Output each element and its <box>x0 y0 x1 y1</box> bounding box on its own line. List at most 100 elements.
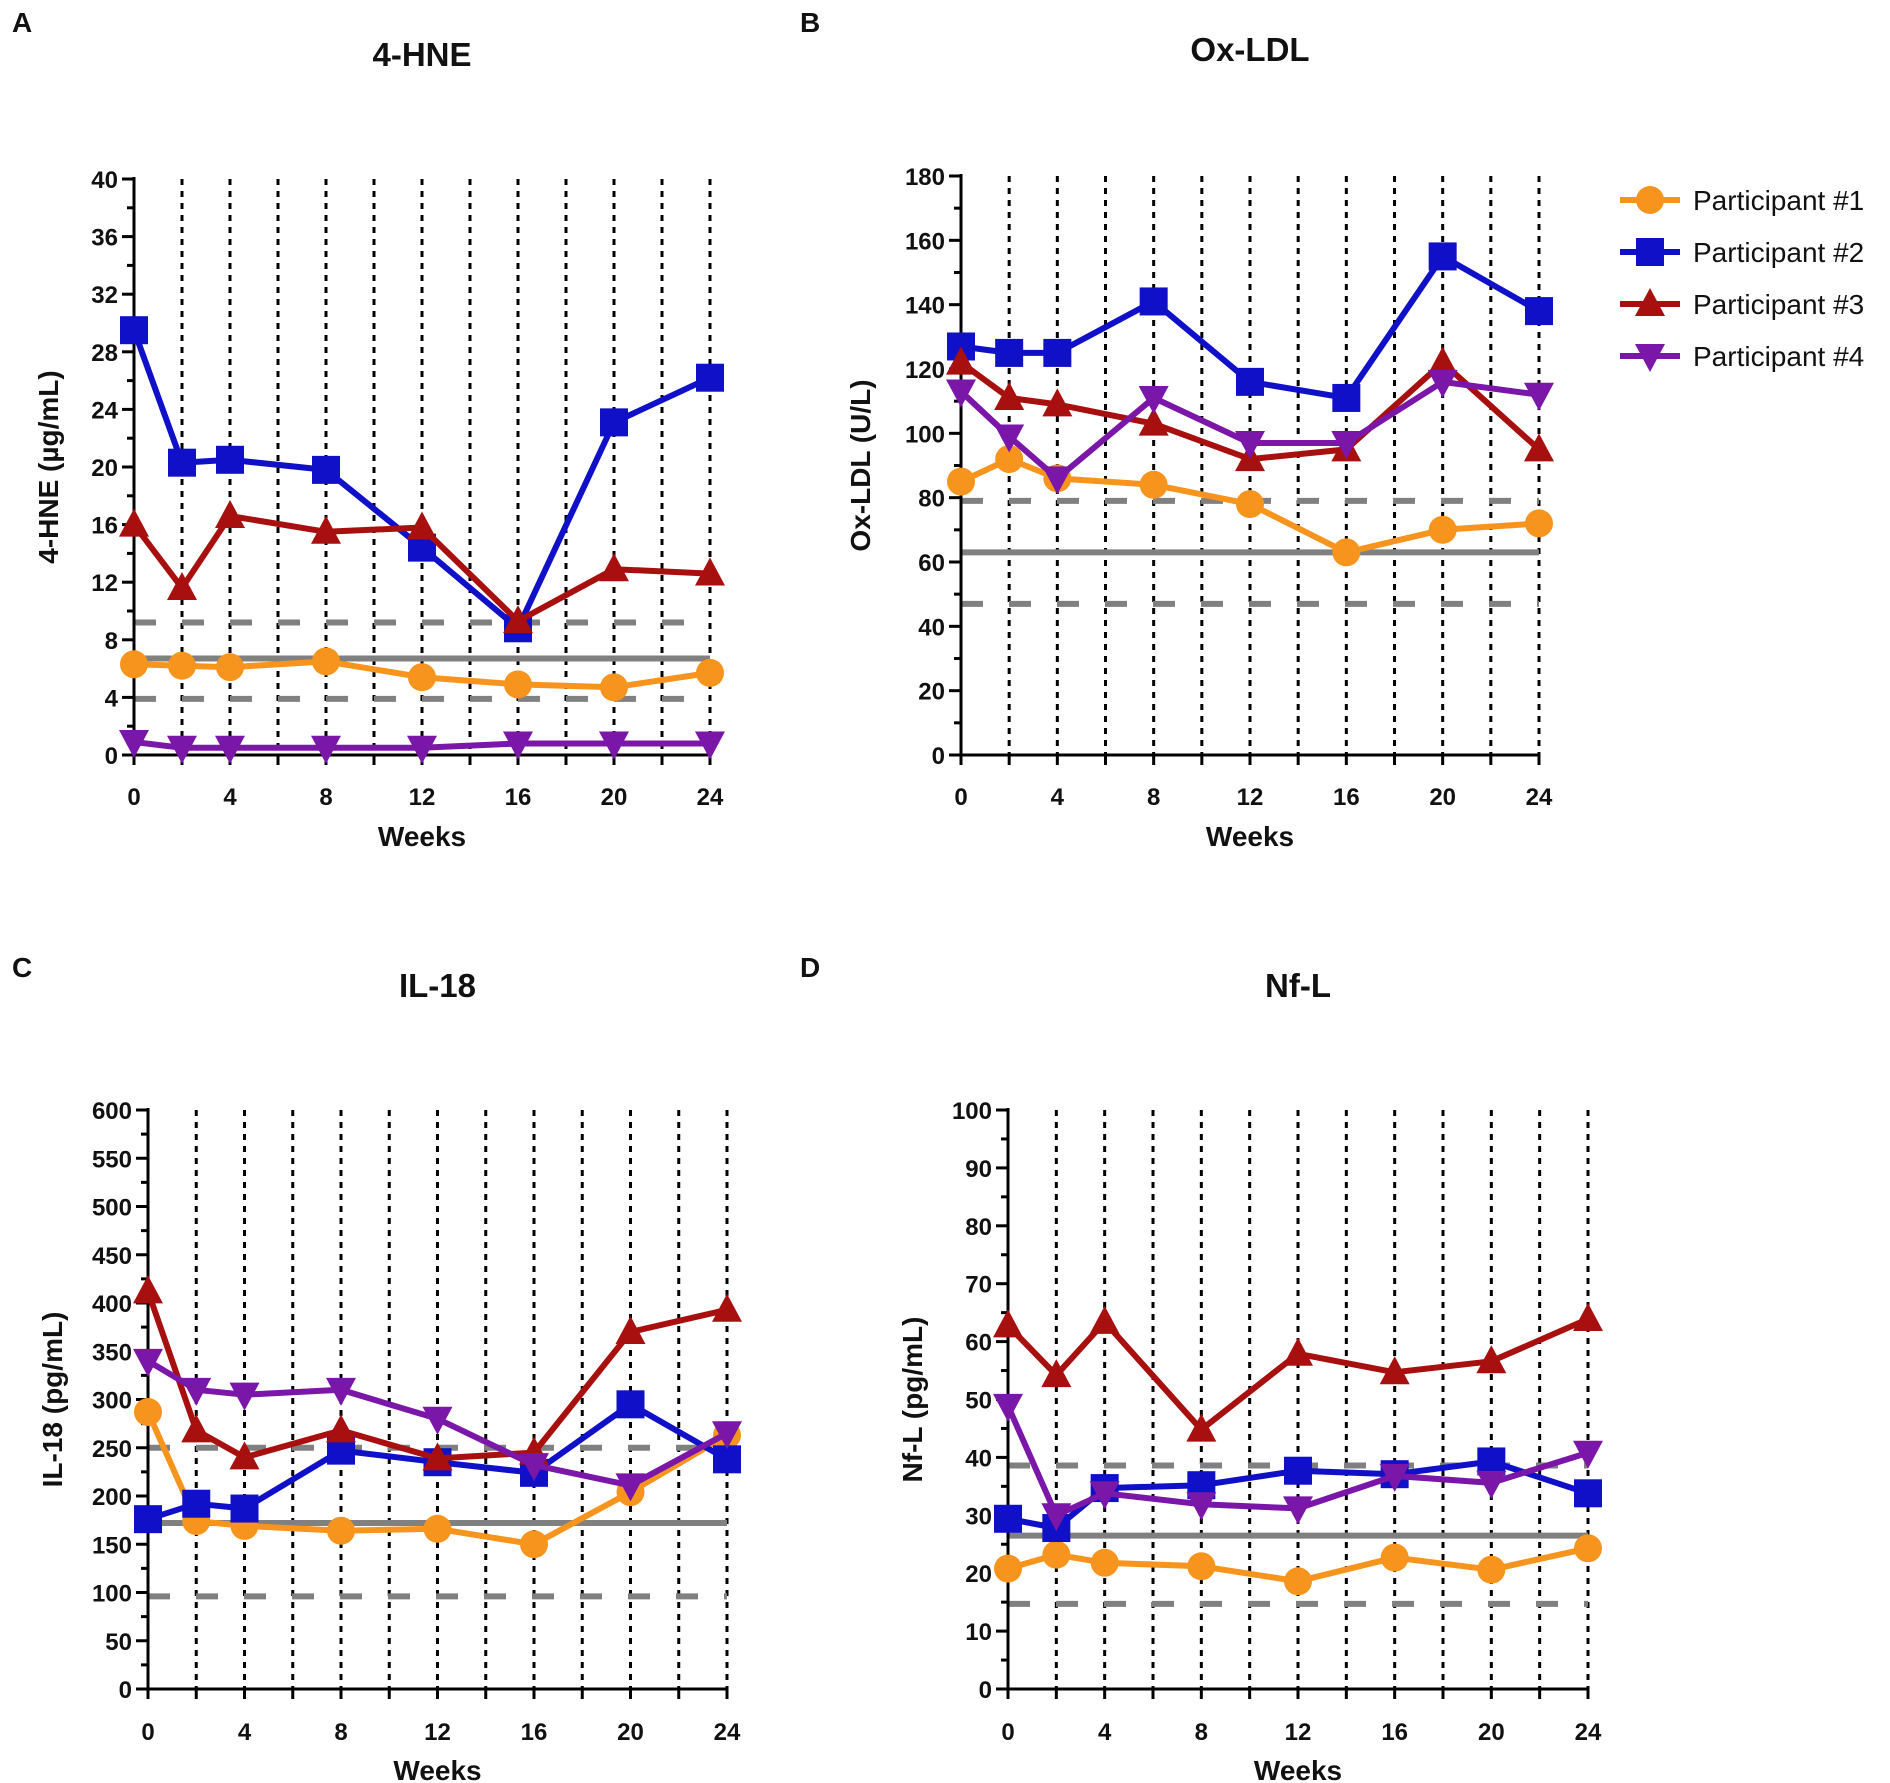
series-line <box>131 513 711 625</box>
data-point <box>1379 1356 1410 1385</box>
y-tick-label: 500 <box>92 1195 132 1222</box>
y-tick-label: 50 <box>965 1388 992 1415</box>
series-participant-3 <box>133 1275 742 1471</box>
data-point <box>312 455 340 484</box>
data-point <box>1524 433 1554 462</box>
data-point <box>1043 338 1072 367</box>
data-point <box>1476 1345 1507 1374</box>
x-tick-label: 20 <box>617 1719 644 1746</box>
panel-letter: B <box>800 7 820 38</box>
data-point <box>1428 515 1457 544</box>
data-point <box>520 1530 548 1559</box>
data-point <box>1041 1503 1072 1532</box>
data-point <box>946 379 976 408</box>
y-tick-label: 12 <box>91 570 118 597</box>
data-point <box>311 735 341 764</box>
data-point <box>119 508 149 537</box>
data-point <box>1283 1496 1313 1525</box>
data-point <box>134 1398 162 1427</box>
series-participant-3 <box>946 346 1554 472</box>
chart-title: IL-18 <box>399 967 476 1004</box>
data-point <box>712 1293 742 1322</box>
x-tick-label: 24 <box>697 784 724 811</box>
legend-item-participant-3: Participant #3 <box>1620 288 1864 320</box>
data-point <box>326 1377 356 1406</box>
x-tick-label: 8 <box>1195 1719 1208 1746</box>
data-point <box>993 1393 1023 1422</box>
data-point <box>994 1504 1022 1533</box>
legend-marker <box>1635 344 1665 372</box>
data-point <box>1380 1543 1409 1572</box>
x-tick-label: 12 <box>1285 1719 1312 1746</box>
data-point <box>215 735 245 764</box>
data-point <box>1090 1548 1119 1577</box>
data-point <box>1477 1555 1506 1584</box>
data-point <box>1139 470 1168 499</box>
y-tick-label: 450 <box>92 1243 132 1270</box>
legend-item-participant-2: Participant #2 <box>1620 237 1864 268</box>
data-point <box>1138 385 1169 414</box>
x-tick-label: 16 <box>1381 1719 1408 1746</box>
data-point <box>947 467 975 496</box>
legend-label: Participant #2 <box>1693 237 1864 268</box>
y-tick-label: 60 <box>918 550 945 577</box>
y-tick-label: 80 <box>965 1214 992 1241</box>
y-axis-title: IL-18 (pg/mL) <box>37 1312 68 1488</box>
data-point <box>120 650 148 679</box>
data-point <box>1331 430 1362 459</box>
data-point <box>120 316 148 345</box>
data-point <box>695 557 725 586</box>
data-point <box>1187 1552 1216 1581</box>
data-point <box>1574 1534 1602 1563</box>
data-point <box>1379 1463 1410 1492</box>
data-point <box>327 1516 355 1545</box>
y-tick-label: 140 <box>905 293 945 320</box>
y-tick-label: 28 <box>91 340 118 367</box>
data-point <box>167 735 197 764</box>
legend: Participant #1 Participant #2 Participant … <box>1620 185 1864 372</box>
data-point <box>696 658 724 687</box>
data-point <box>215 499 245 528</box>
data-point <box>311 515 341 544</box>
y-axis-title: Ox-LDL (U/L) <box>845 379 876 551</box>
chart-title: 4-HNE <box>372 36 471 73</box>
data-point <box>216 653 244 682</box>
data-point <box>1235 430 1265 459</box>
series-participant-3 <box>993 1303 1603 1442</box>
data-point <box>407 735 437 764</box>
data-point <box>994 381 1025 410</box>
data-point <box>995 445 1024 474</box>
legend-label: Participant #4 <box>1693 341 1864 372</box>
y-tick-label: 100 <box>952 1098 992 1125</box>
data-point <box>1186 1492 1217 1521</box>
x-tick-label: 12 <box>409 784 436 811</box>
data-point <box>615 1473 646 1502</box>
panel-c: C IL-180501001502002503003504004505005506… <box>12 952 742 1783</box>
data-point <box>216 445 244 474</box>
data-point <box>1427 346 1458 375</box>
data-point <box>423 1514 452 1543</box>
data-point <box>946 346 976 375</box>
data-point <box>1089 1305 1120 1334</box>
data-point <box>1428 242 1457 271</box>
data-point <box>1284 1456 1312 1485</box>
x-tick-label: 0 <box>1001 1719 1014 1746</box>
y-tick-label: 10 <box>965 1619 992 1646</box>
data-point <box>1525 297 1553 326</box>
data-point <box>181 1414 212 1443</box>
data-point <box>712 1421 742 1450</box>
data-point <box>599 731 629 760</box>
chart-title: Ox-LDL <box>1190 31 1309 68</box>
y-tick-label: 16 <box>91 513 118 540</box>
data-point <box>1573 1303 1603 1332</box>
data-point <box>1525 509 1553 538</box>
x-axis-title: Weeks <box>393 1755 481 1783</box>
y-tick-label: 100 <box>92 1581 132 1608</box>
y-tick-label: 60 <box>965 1330 992 1357</box>
data-point <box>168 448 196 477</box>
panel-d: D Nf-L 0 10 20 30 40 50 60 70 80 90 100 0 4 8 12 16 20 24 We… <box>800 952 1603 1783</box>
x-tick-label: 16 <box>521 1719 548 1746</box>
series-participant-1 <box>120 647 724 702</box>
x-tick-label: 16 <box>505 784 532 811</box>
